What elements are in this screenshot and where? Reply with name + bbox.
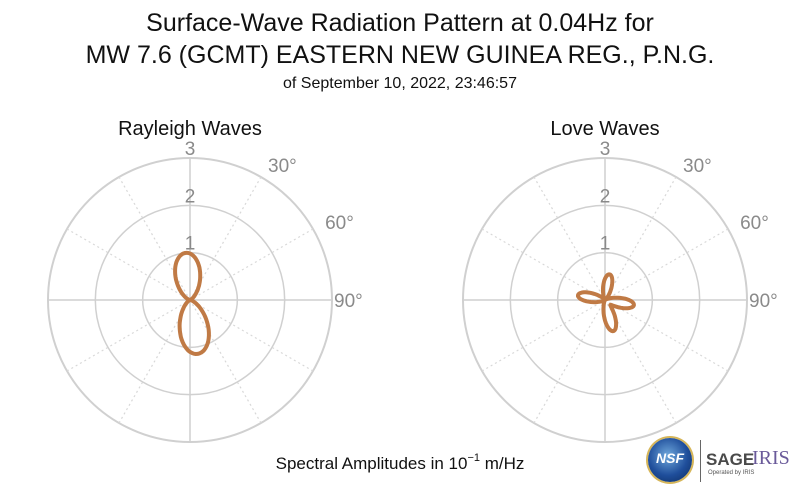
- rayleigh-radial-tick-label: 2: [185, 186, 196, 207]
- love-grid-spoke: [481, 299, 606, 372]
- sage-logo: SAGE: [706, 450, 755, 469]
- title-line-1: Surface-Wave Radiation Pattern at 0.04Hz…: [146, 9, 654, 37]
- rayleigh-angle-label: 30°: [268, 156, 297, 177]
- title-date: of September 10, 2022, 23:46:57: [283, 75, 517, 92]
- rayleigh-angle-label: 60°: [325, 213, 354, 234]
- footer-exponent: −1: [467, 452, 480, 464]
- rayleigh-radial-tick-label: 3: [185, 139, 196, 160]
- operated-by-text: Operated by IRIS: [708, 470, 755, 476]
- love-grid-spoke: [604, 228, 729, 301]
- nsf-logo: NSF: [648, 438, 692, 482]
- love-angle-label: 90°: [749, 291, 778, 312]
- rayleigh-angle-label: 90°: [334, 291, 363, 312]
- love-angle-label: 60°: [740, 213, 769, 234]
- love-grid-spoke: [604, 299, 677, 424]
- rayleigh-grid-spoke: [189, 299, 314, 372]
- love-grid-spoke: [604, 299, 729, 372]
- love-grid-spoke: [604, 176, 677, 301]
- footer-suffix: m/Hz: [480, 454, 525, 473]
- love-radial-tick-label: 3: [600, 139, 611, 160]
- rayleigh-grid-spoke: [66, 228, 191, 301]
- nsf-logo-text: NSF: [656, 450, 684, 466]
- love-radial-tick-label: 1: [600, 234, 611, 255]
- love-title: Love Waves: [550, 118, 660, 140]
- rayleigh-title: Rayleigh Waves: [118, 118, 262, 140]
- rayleigh-grid-spoke: [118, 176, 191, 301]
- rayleigh-pattern-curve: [173, 250, 211, 356]
- love-grid-spoke: [533, 299, 606, 424]
- rayleigh-grid-spoke: [189, 228, 314, 301]
- rayleigh-grid-spoke: [189, 299, 262, 424]
- love-radial-tick-label: 2: [600, 186, 611, 207]
- footer-units: Spectral Amplitudes in 10−1 m/Hz: [0, 452, 800, 474]
- rayleigh-grid-spoke: [66, 299, 191, 372]
- rayleigh-grid-spoke: [189, 176, 262, 301]
- title-line-2: MW 7.6 (GCMT) EASTERN NEW GUINEA REG., P…: [85, 41, 715, 69]
- rayleigh-grid-spoke: [118, 299, 191, 424]
- logo-divider: [700, 440, 701, 482]
- love-angle-label: 30°: [683, 156, 712, 177]
- footer-prefix: Spectral Amplitudes in 10: [275, 454, 468, 473]
- iris-logo: IRIS: [752, 447, 790, 469]
- love-pattern-curve: [576, 272, 636, 334]
- rayleigh-radial-tick-label: 1: [185, 234, 196, 255]
- love-grid-spoke: [481, 228, 606, 301]
- love-grid-spoke: [533, 176, 606, 301]
